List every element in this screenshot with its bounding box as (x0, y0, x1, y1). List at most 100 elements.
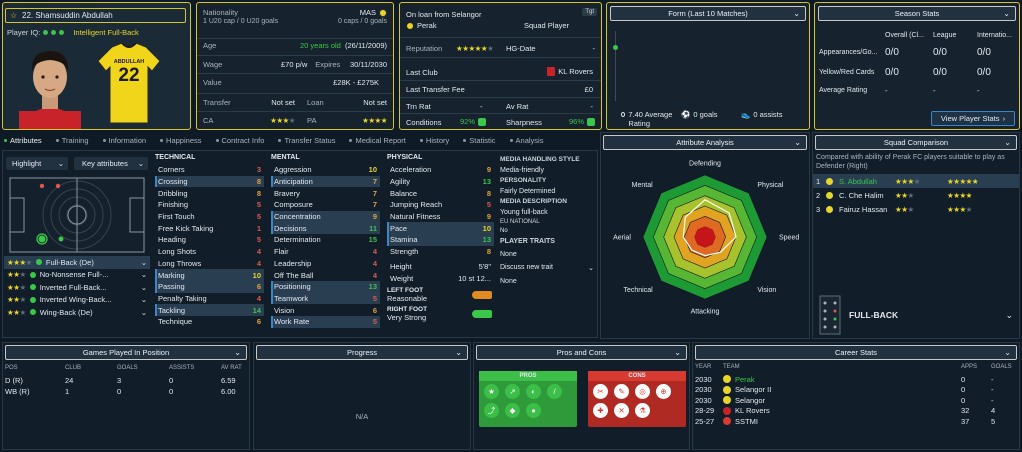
con-shield-icon[interactable]: ⊕ (656, 384, 671, 399)
attribute-row[interactable]: Work Rate 5 (271, 315, 380, 328)
col-assists[interactable]: ASSISTS (169, 365, 195, 371)
tab-contract-info[interactable]: Contract Info (215, 136, 264, 145)
tab-happiness[interactable]: Happiness (160, 136, 202, 145)
attribute-row[interactable]: Concentration 9 (271, 210, 380, 223)
season-header[interactable]: Season Stats ⌄ (818, 6, 1016, 21)
squad-row[interactable]: 2 C. Che Halim ★★★ ★★★★ (813, 188, 1019, 202)
pro-stamina-icon[interactable]: / (547, 384, 562, 399)
pro-boot-icon[interactable]: ◆ (505, 403, 520, 418)
attribute-row[interactable]: Balance 8 (387, 187, 494, 199)
role-item[interactable]: ★★ ★ Inverted Full-Back... ⌄ (7, 282, 147, 292)
career-row[interactable]: 2030 Selangor 0 - (695, 395, 1019, 406)
role-item[interactable]: ★★ ★ Inverted Wing-Back... ⌄ (7, 295, 147, 305)
attribute-row[interactable]: Jumping Reach 5 (387, 199, 494, 211)
attribute-row[interactable]: Leadership 4 (271, 258, 380, 270)
loan-club[interactable]: Perak (417, 21, 437, 30)
attribute-row[interactable]: Aggression 10 (271, 164, 380, 176)
col-team[interactable]: TEAM (723, 364, 740, 370)
tab-training[interactable]: Training (55, 136, 89, 145)
attribute-row[interactable]: Anticipation 7 (271, 175, 380, 188)
pro-position-icon[interactable]: ◐ (526, 384, 541, 399)
attribute-row[interactable]: Free Kick Taking 1 (155, 222, 264, 234)
pro-star-icon[interactable]: ★ (484, 384, 499, 399)
attribute-row[interactable]: Composure 7 (271, 199, 380, 211)
loan-value[interactable]: Not set (363, 98, 387, 107)
squad-row[interactable]: 1 S. Abdullah ★★★★ ★★★★★ (813, 174, 1019, 188)
view-player-stats-button[interactable]: View Player Stats › (931, 111, 1015, 126)
transfer-value[interactable]: Not set (271, 98, 295, 107)
tab-statistic[interactable]: Statistic (463, 136, 496, 145)
attribute-row[interactable]: Technique 6 (155, 316, 264, 328)
role-item[interactable]: ★★ ★ No-Nonsense Full-... ⌄ (7, 270, 147, 280)
proscons-header[interactable]: Pros and Cons ⌄ (476, 345, 687, 360)
attribute-row[interactable]: Bravery 7 (271, 187, 380, 199)
attribute-row[interactable]: Crossing 8 (155, 175, 264, 188)
con-flask-icon[interactable]: ⚗ (635, 403, 650, 418)
con-target-icon[interactable]: ◎ (635, 384, 650, 399)
role-item[interactable]: ★★★ ★ Full-Back (De) ⌄ (4, 256, 150, 269)
tab-medical-report[interactable]: Medical Report (349, 136, 406, 145)
lastclub-value[interactable]: KL Rovers (558, 67, 593, 76)
con-plus-icon[interactable]: ✚ (593, 403, 608, 418)
tab-transfer-status[interactable]: Transfer Status (278, 136, 335, 145)
career-header[interactable]: Career Stats ⌄ (695, 345, 1017, 360)
tab-analysis[interactable]: Analysis (509, 136, 543, 145)
squad-row[interactable]: 3 Fairuz Hassan ★★★ ★★★★ (813, 202, 1019, 216)
attribute-row[interactable]: Long Throws 4 (155, 258, 264, 270)
attribute-row[interactable]: Corners 3 (155, 164, 264, 176)
attribute-row[interactable]: Long Shots 4 (155, 246, 264, 258)
tab-history[interactable]: History (419, 136, 449, 145)
con-pen-icon[interactable]: ✎ (614, 384, 629, 399)
col-club[interactable]: CLUB (65, 365, 82, 371)
career-row[interactable]: 2030 Selangor II 0 - (695, 385, 1019, 396)
col-apps[interactable]: APPS (961, 364, 978, 370)
attribute-row[interactable]: Finishing 5 (155, 199, 264, 211)
highlight-dropdown[interactable]: Highlight ⌄ (6, 157, 68, 170)
attribute-row[interactable]: Teamwork 5 (271, 292, 380, 305)
attribute-row[interactable]: Dribbling 8 (155, 187, 264, 199)
attribute-row[interactable]: Pace 10 (387, 222, 494, 235)
col-pos[interactable]: POS (5, 365, 18, 371)
discuss-trait-dropdown[interactable]: Discuss new trait ⌄ (500, 264, 594, 272)
career-row[interactable]: 25-27 SSTMI 37 5 (695, 416, 1019, 427)
analysis-header[interactable]: Attribute Analysis ⌄ (603, 135, 807, 150)
pro-tackle-icon[interactable]: ↗ (505, 384, 520, 399)
attribute-row[interactable]: Vision 6 (271, 304, 380, 316)
squad-header[interactable]: Squad Comparison ⌄ (815, 135, 1017, 150)
tgt-button[interactable]: Tgt (582, 8, 597, 16)
attribute-row[interactable]: Decisions 11 (271, 222, 380, 235)
col-year[interactable]: YEAR (695, 364, 712, 370)
col-avrat[interactable]: AV RAT (221, 365, 242, 371)
career-row[interactable]: 2030 Perak 0 - (695, 374, 1019, 385)
attribute-row[interactable]: Tackling 14 (155, 304, 264, 316)
con-scissors-icon[interactable]: ✂ (593, 384, 608, 399)
games-header[interactable]: Games Played In Position ⌄ (5, 345, 247, 360)
attribute-row[interactable]: Marking 10 (155, 269, 264, 281)
attribute-row[interactable]: Flair 4 (271, 246, 380, 258)
tab-attributes[interactable]: Attributes (4, 136, 42, 145)
career-row[interactable]: 28-29 KL Rovers 32 4 (695, 406, 1019, 417)
attribute-row[interactable]: Natural Fitness 9 (387, 211, 494, 223)
attribute-row[interactable]: Agility 13 (387, 176, 494, 188)
pro-strength-icon[interactable]: ⤴ (484, 403, 499, 418)
tab-information[interactable]: Information (102, 136, 146, 145)
attribute-row[interactable]: Positioning 13 (271, 280, 380, 293)
progress-header[interactable]: Progress ⌄ (256, 345, 468, 360)
col-goals[interactable]: GOALS (991, 364, 1012, 370)
col-goals[interactable]: GOALS (117, 365, 138, 371)
attribute-row[interactable]: Determination 15 (271, 234, 380, 246)
attribute-row[interactable]: Off The Ball 4 (271, 269, 380, 281)
con-cross-icon[interactable]: ✕ (614, 403, 629, 418)
attribute-row[interactable]: Passing 6 (155, 280, 264, 293)
attribute-row[interactable]: Stamina 13 (387, 234, 494, 246)
pro-ball-icon[interactable]: ● (526, 403, 541, 418)
attribute-row[interactable]: Heading 5 (155, 234, 264, 246)
key-attributes-dropdown[interactable]: Key attributes ⌄ (74, 157, 148, 170)
attribute-row[interactable]: Penalty Taking 4 (155, 293, 264, 305)
form-header[interactable]: Form (Last 10 Matches) ⌄ (610, 6, 806, 21)
attribute-row[interactable]: Strength 8 (387, 246, 494, 258)
attribute-row[interactable]: Acceleration 9 (387, 164, 494, 176)
player-name-box[interactable]: ☆ 22. Shamsuddin Abdullah (5, 8, 186, 23)
role-item[interactable]: ★★ ★ Wing-Back (De) ⌄ (7, 307, 147, 317)
chevron-down-icon[interactable]: ⌄ (1005, 310, 1013, 320)
